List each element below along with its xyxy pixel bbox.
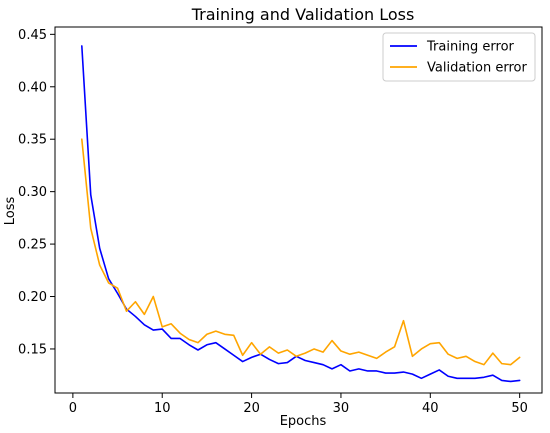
series-line-training	[81, 45, 521, 383]
y-tick-label: 0.15	[18, 342, 47, 357]
plot-frame	[54, 26, 543, 394]
chart-title: Training and Validation Loss	[191, 5, 415, 24]
y-tick-label: 0.35	[18, 133, 47, 148]
x-tick-label: 40	[422, 401, 439, 416]
x-tick-label: 50	[511, 401, 528, 416]
legend: Training error Validation error	[382, 32, 536, 82]
series-line-validation	[81, 138, 521, 366]
axes: 0 10 20 30 40 50 0.15 0.20 0.25 0.30 0.35 0.40 0.45	[18, 26, 543, 416]
x-axis-title: Epochs	[280, 414, 327, 429]
x-tick-label: 10	[154, 401, 171, 416]
x-tick-label: 20	[243, 401, 260, 416]
x-tick-label: 30	[333, 401, 350, 416]
plot-area	[81, 45, 521, 383]
y-tick-label: 0.45	[18, 28, 47, 43]
y-tick-label: 0.40	[18, 80, 47, 95]
legend-label: Validation error	[427, 61, 527, 76]
y-tick-label: 0.25	[18, 238, 47, 253]
legend-box	[382, 32, 536, 82]
x-tick-label: 0	[69, 401, 77, 416]
y-tick-label: 0.30	[18, 185, 47, 200]
y-tick-label: 0.20	[18, 290, 47, 305]
legend-label: Training error	[426, 40, 515, 55]
y-axis-title: Loss	[3, 197, 18, 226]
